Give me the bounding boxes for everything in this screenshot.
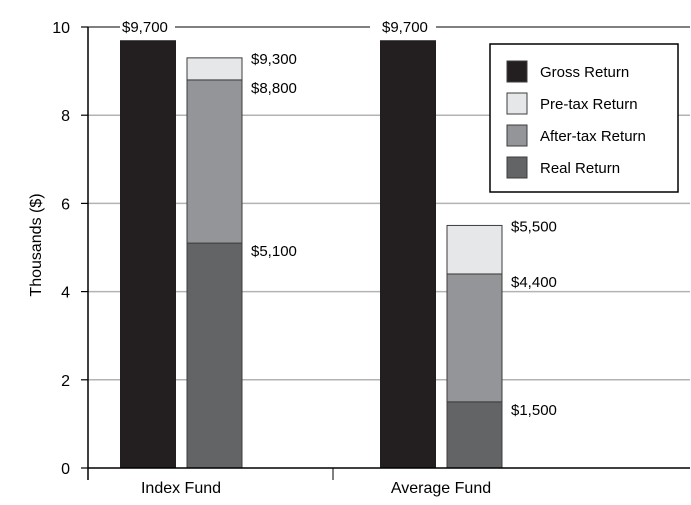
y-tick-label: 6 [61, 196, 70, 213]
legend-swatch [506, 92, 528, 115]
legend-entry: Real Return [540, 160, 620, 177]
value-labels: $9,700 $9,300 $8,800 $5,100 $9,700 $5,500 $4,4… [122, 19, 557, 419]
y-tick-label: 2 [61, 373, 70, 390]
x-category-label: Average Fund [391, 480, 491, 497]
bar-pre-tax-return [186, 57, 243, 81]
bar-gross-return [380, 40, 436, 468]
legend: Gross Return Pre-tax Return After-tax Retu… [489, 43, 679, 193]
y-tick-label: 0 [61, 461, 70, 478]
bar-gross-return [120, 40, 176, 468]
value-label-gross: $9,700 [382, 19, 428, 36]
bar-after-tax-return [186, 79, 243, 244]
y-axis-label: Thousands ($) [28, 193, 45, 296]
legend-swatch [506, 156, 528, 179]
bar-real-return [446, 401, 503, 469]
value-label-gross: $9,700 [122, 19, 168, 36]
value-label-pre-tax: $5,500 [511, 218, 557, 235]
bar-after-tax-return [446, 273, 503, 403]
bar-real-return [186, 242, 243, 469]
legend-entry: Gross Return [540, 64, 629, 81]
y-tick-label: 8 [61, 108, 70, 125]
bar-pre-tax-return [446, 224, 503, 275]
value-label-pre-tax: $9,300 [251, 51, 297, 68]
legend-entry: Pre-tax Return [540, 96, 638, 113]
legend-swatch [506, 60, 528, 83]
bars [120, 40, 503, 469]
legend-swatch [506, 124, 528, 147]
value-label-after-tax: $8,800 [251, 80, 297, 97]
y-tick-label: 10 [52, 20, 70, 37]
y-tick-label: 4 [61, 285, 70, 302]
axes: 0 2 4 6 8 10 Index Fund Average Fund [52, 20, 690, 497]
x-category-label: Index Fund [141, 480, 221, 497]
value-label-real: $5,100 [251, 243, 297, 260]
legend-entry: After-tax Return [540, 128, 646, 145]
value-label-real: $1,500 [511, 402, 557, 419]
value-label-after-tax: $4,400 [511, 274, 557, 291]
